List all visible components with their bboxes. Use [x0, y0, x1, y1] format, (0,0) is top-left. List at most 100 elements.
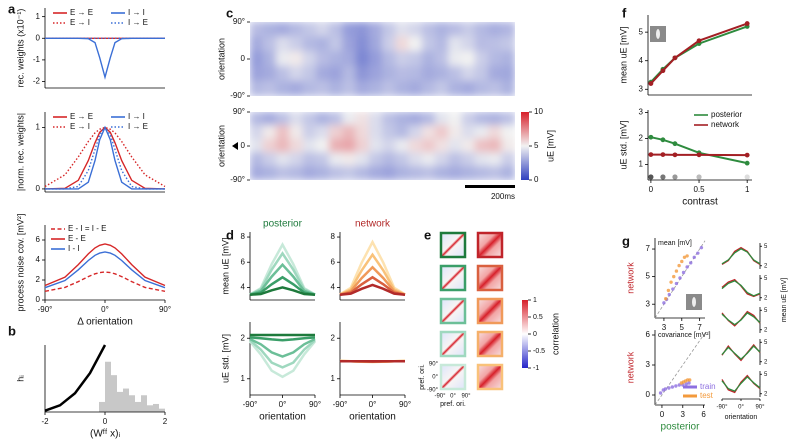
heatmap-cell: [382, 112, 397, 127]
heatmap-cell: [355, 152, 370, 167]
y-tick-label: 90°: [233, 107, 245, 116]
contrast-marker: [648, 174, 654, 180]
heatmap-cell: [435, 22, 450, 38]
contrast-marker: [660, 174, 666, 180]
data-point: [663, 387, 668, 391]
heatmap-cell: [289, 125, 304, 140]
data-point: [681, 270, 686, 275]
heatmap-cell: [250, 51, 264, 67]
heatmap-cell: [355, 51, 370, 67]
heatmap-cell: [421, 152, 436, 167]
heatmap-cell: [289, 51, 304, 67]
stimulus-icon: [692, 297, 696, 307]
series-line: [249, 275, 316, 296]
x-axis-label: orientation: [349, 412, 396, 423]
panel-letter: e: [424, 227, 431, 242]
y-tick-label: -90°: [230, 91, 245, 100]
heatmap-cell: [382, 152, 397, 167]
y-axis-label: mean uE [mV]: [220, 237, 230, 294]
heatmap-cell: [342, 51, 357, 67]
colorbar-tick-label: 0: [534, 175, 539, 184]
y-axis-label: network: [625, 262, 635, 294]
y-tick-label: 5: [764, 276, 768, 282]
heatmap-cell: [355, 80, 370, 96]
heatmap-cell: [250, 138, 264, 154]
heatmap-cell: [448, 36, 463, 53]
heatmap-cell: [461, 152, 476, 167]
heatmap-cell: [474, 138, 489, 154]
y-tick-label: 0: [36, 295, 41, 304]
data-point: [687, 381, 691, 385]
y-tick-label: 2: [764, 327, 768, 333]
series-line: [249, 339, 316, 369]
y-tick-label: 5: [764, 372, 768, 378]
correlation-matrix: [442, 366, 464, 388]
data-point: [672, 55, 678, 61]
x-tick-label: -90°: [38, 305, 53, 314]
series-line: [721, 312, 761, 326]
colorbar-tick-label: -0.5: [533, 348, 545, 355]
data-point: [648, 134, 654, 140]
heatmap-cell: [329, 80, 344, 96]
y-tick-label: 2: [764, 295, 768, 301]
series-line: [721, 345, 761, 360]
y-axis-label: uE std. [mV]: [618, 120, 628, 169]
y-axis-label: mean uE [mV]: [781, 278, 788, 322]
x-tick-label: 6: [701, 410, 706, 419]
heatmap-cell: [329, 65, 344, 82]
heatmap-cell: [250, 36, 264, 53]
heatmap-cell: [488, 22, 503, 38]
heatmap-cell: [488, 112, 503, 127]
x-tick-label: 1: [745, 185, 750, 194]
contrast-marker: [672, 174, 678, 180]
heatmap-cell: [382, 51, 397, 67]
data-point: [667, 292, 671, 297]
series-line: [721, 248, 761, 265]
heatmap-cell: [262, 22, 277, 38]
y-tick-label: 3: [646, 360, 651, 369]
heatmap-cell: [395, 112, 410, 127]
x-tick-label: -2: [41, 417, 49, 426]
heatmap-cell: [262, 138, 277, 154]
heatmap-cell: [302, 36, 317, 53]
y-tick-label: 4: [639, 56, 644, 65]
x-tick-label: 90°: [159, 305, 171, 314]
heatmap-cell: [302, 80, 317, 96]
heatmap-cell: [395, 22, 410, 38]
series-line: [721, 246, 761, 265]
data-point: [678, 276, 682, 280]
y-tick-label: -2: [33, 77, 41, 86]
y-tick-label: 0: [36, 33, 41, 42]
legend-label: posterior: [711, 110, 742, 119]
heatmap-cell: [262, 80, 277, 96]
y-tick-label: 5: [764, 340, 768, 346]
series-line: [339, 283, 406, 297]
data-point: [664, 296, 668, 301]
colorbar-label: uE [mV]: [545, 130, 555, 162]
data-point: [680, 259, 684, 264]
heatmap-cell: [382, 165, 397, 180]
x-tick-label: 0: [660, 410, 665, 419]
heatmap-cell: [435, 80, 450, 96]
heatmap-cell: [448, 22, 463, 38]
data-point: [662, 301, 666, 305]
heatmap-cell: [315, 80, 330, 96]
data-point: [658, 391, 663, 395]
heatmap-cell: [382, 65, 397, 82]
panel-letter: d: [226, 227, 234, 242]
series-line: [45, 126, 165, 190]
y-tick-label: 2: [241, 333, 246, 342]
heatmap-cell: [395, 65, 410, 82]
correlation-matrix: [442, 234, 464, 256]
legend-label: I → I: [128, 112, 145, 121]
data-point: [688, 378, 692, 382]
y-tick-label: -90°: [427, 388, 439, 394]
x-tick-label: 90°: [309, 400, 321, 409]
heatmap-cell: [329, 112, 344, 127]
heatmap-cell: [421, 138, 436, 154]
heatmap-cell: [250, 125, 264, 140]
data-point: [674, 269, 679, 273]
x-tick-label: 2: [163, 417, 168, 426]
heatmap-cell: [368, 65, 383, 82]
heatmap-cell: [262, 112, 277, 127]
